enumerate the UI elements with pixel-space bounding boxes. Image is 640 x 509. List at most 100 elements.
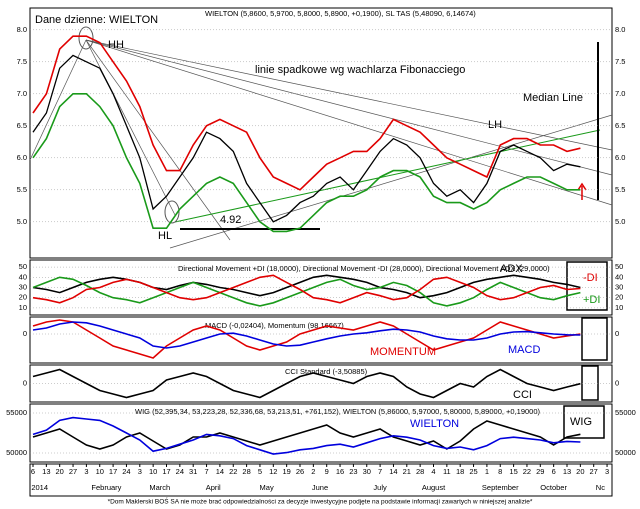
y-tick-label: 10 — [615, 303, 623, 312]
y-tick-label: 8.0 — [17, 25, 27, 34]
y-tick-label: 7.5 — [615, 57, 625, 66]
y-tick-label: 5.0 — [615, 217, 625, 226]
annotation: +DI — [583, 294, 600, 306]
x-tick-label: 16 — [336, 467, 344, 476]
x-tick-label: 2 — [311, 467, 315, 476]
month-label: Nc — [596, 483, 605, 492]
series-line — [32, 54, 581, 223]
x-tick-label: 14 — [216, 467, 224, 476]
month-label: April — [206, 483, 221, 492]
annotation-boxes — [563, 261, 608, 439]
month-label: October — [540, 483, 567, 492]
panel-title: MACD (-0,02404), Momentum (98,16667) — [205, 321, 344, 330]
annotation: Median Line — [523, 92, 583, 104]
annotation: LH — [488, 119, 502, 131]
x-tick-label: 6 — [552, 467, 556, 476]
time-axis — [29, 463, 613, 497]
footer: *Dom Maklerski BOŚ SA nie może brać odpo… — [108, 497, 533, 506]
annotation: MOMENTUM — [370, 346, 436, 358]
annotation: -DI — [583, 272, 598, 284]
x-tick-label: 27 — [69, 467, 77, 476]
month-label: February — [91, 483, 121, 492]
y-tick-label: 7.0 — [615, 89, 625, 98]
x-tick-label: 28 — [242, 467, 250, 476]
y-tick-label: 30 — [615, 282, 623, 291]
series-line — [32, 274, 581, 299]
series-line — [32, 35, 581, 191]
y-tick-label: 40 — [615, 272, 623, 281]
y-tick-label: 5.0 — [17, 217, 27, 226]
annotation: WIG — [570, 416, 592, 428]
month-label: 2014 — [31, 483, 48, 492]
y-tick-label: 6.0 — [615, 153, 625, 162]
y-tick-label: 5.5 — [17, 185, 27, 194]
series-line — [32, 368, 581, 399]
x-tick-label: 26 — [296, 467, 304, 476]
x-tick-label: 22 — [523, 467, 531, 476]
x-tick-label: 31 — [189, 467, 197, 476]
y-tick-label: 0 — [23, 378, 27, 387]
x-tick-label: 17 — [109, 467, 117, 476]
panel-title: Directional Movement +DI (18,0000), Dire… — [178, 264, 550, 273]
panel-title: CCI Standard (-3,50885) — [285, 367, 368, 376]
series-line — [32, 276, 581, 307]
y-tick-label: 50000 — [6, 448, 27, 457]
x-tick-label: 6 — [31, 467, 35, 476]
x-tick-label: 11 — [443, 467, 451, 476]
y-tick-label: 7.0 — [17, 89, 27, 98]
x-tick-label: 13 — [42, 467, 50, 476]
x-tick-label: 17 — [162, 467, 170, 476]
x-tick-label: 20 — [576, 467, 584, 476]
series-line — [32, 420, 581, 450]
annotation: Dane dzienne: WIELTON — [35, 14, 158, 26]
y-tick-label: 40 — [19, 272, 27, 281]
x-tick-label: 3 — [605, 467, 609, 476]
x-tick-label: 10 — [96, 467, 104, 476]
x-tick-label: 4 — [431, 467, 435, 476]
x-tick-label: 5 — [258, 467, 262, 476]
x-tick-label: 7 — [204, 467, 208, 476]
y-tick-label: 7.5 — [17, 57, 27, 66]
x-tick-label: 7 — [378, 467, 382, 476]
x-tick-label: 21 — [403, 467, 411, 476]
annotation: MACD — [508, 344, 540, 356]
y-tick-label: 0 — [615, 329, 619, 338]
annotation: 4.92 — [220, 214, 241, 226]
x-tick-label: 23 — [349, 467, 357, 476]
x-tick-label: 25 — [469, 467, 477, 476]
x-tick-label: 22 — [229, 467, 237, 476]
x-tick-label: 29 — [536, 467, 544, 476]
y-tick-label: 55000 — [615, 408, 636, 417]
wig-panel — [29, 403, 613, 463]
annotation: ADX — [500, 263, 523, 275]
y-tick-label: 5.5 — [615, 185, 625, 194]
series-line — [32, 319, 581, 359]
annotation: HL — [158, 230, 172, 242]
panel-title: WIG (52,395,34, 53,223,28, 52,336,68, 53… — [135, 407, 541, 416]
x-tick-label: 14 — [389, 467, 397, 476]
annotation: CCI — [513, 389, 532, 401]
y-tick-label: 20 — [19, 293, 27, 302]
x-tick-label: 13 — [563, 467, 571, 476]
annotation: WIELTON — [410, 418, 459, 430]
y-tick-label: 8.0 — [615, 25, 625, 34]
y-tick-label: 0 — [615, 378, 619, 387]
x-tick-label: 12 — [269, 467, 277, 476]
price-panel — [29, 7, 613, 259]
y-tick-label: 50000 — [615, 448, 636, 457]
month-label: September — [482, 483, 519, 492]
y-tick-label: 6.5 — [615, 121, 625, 130]
x-tick-label: 3 — [138, 467, 142, 476]
x-tick-label: 20 — [56, 467, 64, 476]
annotation: linie spadkowe wg wachlarza Fibonacciego — [255, 64, 465, 76]
y-tick-label: 50 — [19, 262, 27, 271]
fan-lines — [29, 26, 613, 249]
y-tick-label: 10 — [19, 303, 27, 312]
series-line — [32, 274, 581, 304]
y-tick-label: 6.0 — [17, 153, 27, 162]
y-tick-label: 0 — [23, 329, 27, 338]
y-tick-label: 20 — [615, 293, 623, 302]
y-tick-label: 50 — [615, 262, 623, 271]
month-label: March — [149, 483, 170, 492]
